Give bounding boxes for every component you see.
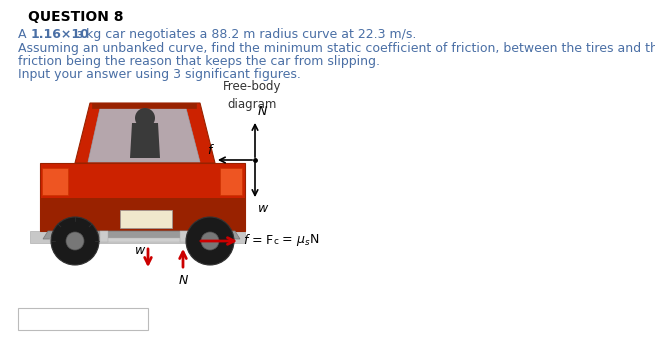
Text: 1.16×10: 1.16×10 — [31, 28, 90, 41]
Text: friction being the reason that keeps the car from slipping.: friction being the reason that keeps the… — [18, 55, 380, 68]
Text: Assuming an unbanked curve, find the minimum static coefficient of friction, bet: Assuming an unbanked curve, find the min… — [18, 42, 655, 55]
Polygon shape — [100, 231, 108, 242]
Text: Free-body
diagram: Free-body diagram — [223, 80, 281, 111]
Polygon shape — [40, 163, 245, 231]
Text: N: N — [178, 274, 188, 287]
Polygon shape — [88, 108, 200, 162]
Polygon shape — [40, 198, 245, 231]
Text: f: f — [208, 144, 212, 157]
Circle shape — [186, 217, 234, 265]
Circle shape — [51, 217, 99, 265]
Text: w: w — [258, 202, 269, 215]
Circle shape — [135, 108, 155, 128]
Circle shape — [66, 232, 84, 250]
Polygon shape — [220, 168, 242, 195]
Text: Input your answer using 3 significant figures.: Input your answer using 3 significant fi… — [18, 68, 301, 81]
Text: $f$ = F: $f$ = F — [243, 233, 274, 247]
FancyBboxPatch shape — [30, 231, 245, 243]
Polygon shape — [130, 123, 160, 158]
Polygon shape — [92, 103, 196, 108]
Text: N: N — [258, 105, 267, 118]
Text: 3: 3 — [76, 31, 83, 40]
Text: QUESTION 8: QUESTION 8 — [28, 10, 124, 24]
Text: kg car negotiates a 88.2 m radius curve at 22.3 m/s.: kg car negotiates a 88.2 m radius curve … — [82, 28, 417, 41]
Text: w: w — [135, 244, 145, 257]
Circle shape — [201, 232, 219, 250]
Text: A: A — [18, 28, 31, 41]
Polygon shape — [120, 210, 172, 228]
Polygon shape — [180, 231, 188, 242]
Text: c: c — [273, 238, 278, 246]
Text: = $\mu_s$N: = $\mu_s$N — [278, 232, 320, 248]
Polygon shape — [42, 168, 68, 195]
Polygon shape — [50, 238, 233, 242]
Polygon shape — [43, 231, 240, 239]
Polygon shape — [75, 103, 215, 163]
FancyBboxPatch shape — [18, 308, 148, 330]
